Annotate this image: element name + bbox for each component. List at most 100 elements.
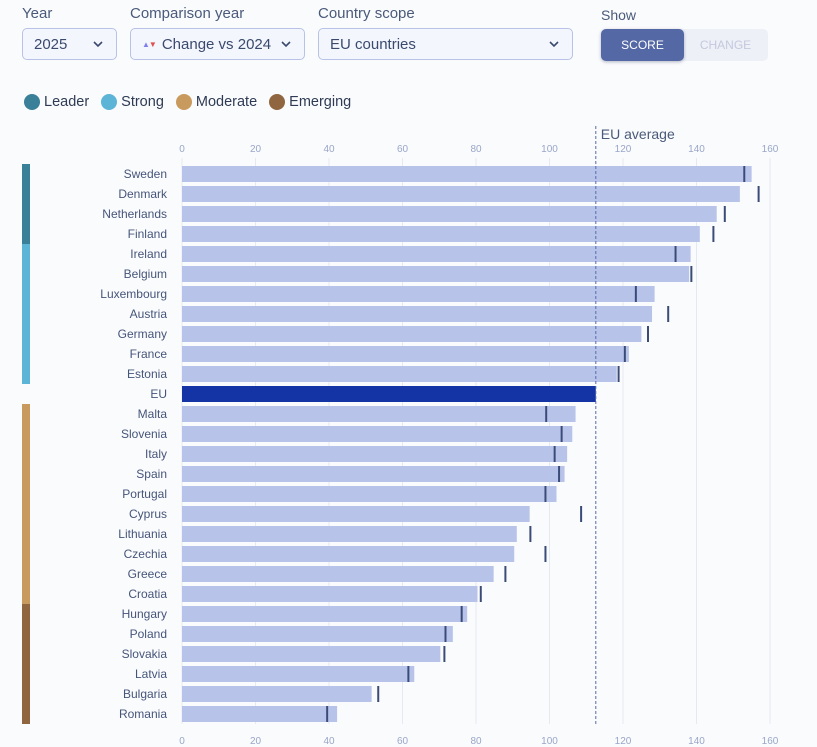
country-label: Austria (130, 307, 168, 321)
x-tick-label-top: 80 (470, 144, 482, 155)
bar-germany[interactable] (182, 326, 642, 342)
country-label: Sweden (124, 167, 167, 181)
x-tick-label-top: 160 (762, 144, 779, 155)
bar-portugal[interactable] (182, 486, 557, 502)
country-label: Slovakia (122, 647, 168, 661)
eu-average-label: EU average (601, 126, 675, 142)
legend-swatch (269, 94, 286, 110)
x-tick-label-bottom: 60 (397, 736, 409, 747)
show-toggle: SCORE CHANGE (601, 29, 768, 61)
country-label: Denmark (118, 187, 168, 201)
chevron-down-icon (281, 41, 291, 48)
country-label: Hungary (122, 607, 167, 621)
bar-malta[interactable] (182, 406, 576, 422)
bar-finland[interactable] (182, 226, 700, 242)
legend-item-emerging[interactable]: Emerging (269, 94, 351, 110)
bar-poland[interactable] (182, 626, 453, 642)
bar-netherlands[interactable] (182, 206, 717, 222)
country-label: Greece (128, 567, 168, 581)
bar-hungary[interactable] (182, 606, 468, 622)
bar-luxembourg[interactable] (182, 286, 655, 302)
score-toggle-button[interactable]: SCORE (601, 29, 684, 61)
x-tick-label-bottom: 100 (541, 736, 558, 747)
country-scope-label: Country scope (318, 5, 415, 22)
year-label: Year (22, 5, 53, 22)
x-tick-label-top: 120 (615, 144, 632, 155)
x-tick-label-bottom: 160 (762, 736, 779, 747)
bar-croatia[interactable] (182, 586, 478, 602)
bar-cyprus[interactable] (182, 506, 530, 522)
country-label: Spain (136, 467, 167, 481)
bar-ireland[interactable] (182, 246, 691, 262)
show-label: Show (601, 7, 637, 23)
country-labels: Sweden Denmark Netherlands Finland Ireland Be… (100, 167, 168, 721)
x-tick-label-top: 100 (541, 144, 558, 155)
x-tick-label-top: 40 (323, 144, 335, 155)
group-strip-strong (22, 244, 30, 384)
country-label: Bulgaria (123, 687, 167, 701)
legend-swatch (24, 94, 40, 110)
x-tick-label-bottom: 80 (470, 736, 482, 747)
bar-eu[interactable] (182, 386, 596, 402)
country-label: Finland (128, 227, 167, 241)
bar-france[interactable] (182, 346, 629, 362)
country-label: Luxembourg (100, 287, 167, 301)
year-select-value: 2025 (34, 35, 68, 53)
country-scope-select[interactable]: EU countries (318, 28, 573, 60)
x-tick-label-bottom: 0 (179, 736, 185, 747)
change-toggle-button[interactable]: CHANGE (699, 38, 752, 52)
group-strip-moderate (22, 404, 30, 604)
country-label: Netherlands (102, 207, 167, 221)
comparison-year-value: Change vs 2024 (161, 35, 272, 53)
country-scope-value: EU countries (330, 35, 416, 53)
bar-latvia[interactable] (182, 666, 415, 682)
country-label: Portugal (122, 487, 167, 501)
legend-item-moderate[interactable]: Moderate (175, 94, 258, 110)
chevron-down-icon (93, 41, 103, 48)
bar-belgium[interactable] (182, 266, 690, 282)
year-select[interactable]: 2025 (22, 28, 117, 60)
country-label: France (130, 347, 168, 361)
x-tick-label-top: 140 (688, 144, 705, 155)
comparison-year-label: Comparison year (130, 5, 245, 22)
bar-lithuania[interactable] (182, 526, 517, 542)
bar-sweden[interactable] (182, 166, 752, 182)
legend-label: Leader (44, 94, 90, 110)
bar-spain[interactable] (182, 466, 565, 482)
country-label: Germany (118, 327, 167, 341)
legend-item-strong[interactable]: Strong (101, 94, 164, 110)
bar-greece[interactable] (182, 566, 494, 582)
country-label: Malta (138, 407, 168, 421)
bar-estonia[interactable] (182, 366, 617, 382)
bar-czechia[interactable] (182, 546, 515, 562)
comparison-year-select[interactable]: ▲▼ Change vs 2024 (130, 28, 305, 60)
bar-romania[interactable] (182, 706, 338, 722)
bar-italy[interactable] (182, 446, 568, 462)
bar-denmark[interactable] (182, 186, 740, 202)
x-tick-label-bottom: 40 (323, 736, 335, 747)
legend: Leader Strong Moderate Emerging (24, 94, 351, 110)
x-tick-label-bottom: 140 (688, 736, 705, 747)
x-tick-label-top: 60 (397, 144, 409, 155)
x-tick-label-bottom: 20 (250, 736, 262, 747)
chevron-down-icon (549, 41, 559, 48)
bar-slovenia[interactable] (182, 426, 573, 442)
legend-label: Moderate (195, 94, 258, 110)
x-tick-label-top: 20 (250, 144, 262, 155)
x-tick-label-bottom: 120 (615, 736, 632, 747)
group-strips (22, 164, 30, 724)
bar-austria[interactable] (182, 306, 653, 322)
change-arrows-icon: ▲▼ (142, 39, 157, 49)
bar-slovakia[interactable] (182, 646, 441, 662)
country-label: Latvia (135, 667, 167, 681)
legend-item-leader[interactable]: Leader (24, 94, 89, 110)
bar-bulgaria[interactable] (182, 686, 372, 702)
country-label: EU (150, 387, 167, 401)
legend-label: Strong (121, 94, 164, 110)
legend-swatch (101, 94, 118, 110)
country-label: Romania (119, 707, 167, 721)
country-label: Lithuania (118, 527, 167, 541)
legend-swatch (175, 94, 192, 110)
eu-average-reference: EU average (595, 126, 675, 724)
comparison-markers (326, 166, 760, 722)
